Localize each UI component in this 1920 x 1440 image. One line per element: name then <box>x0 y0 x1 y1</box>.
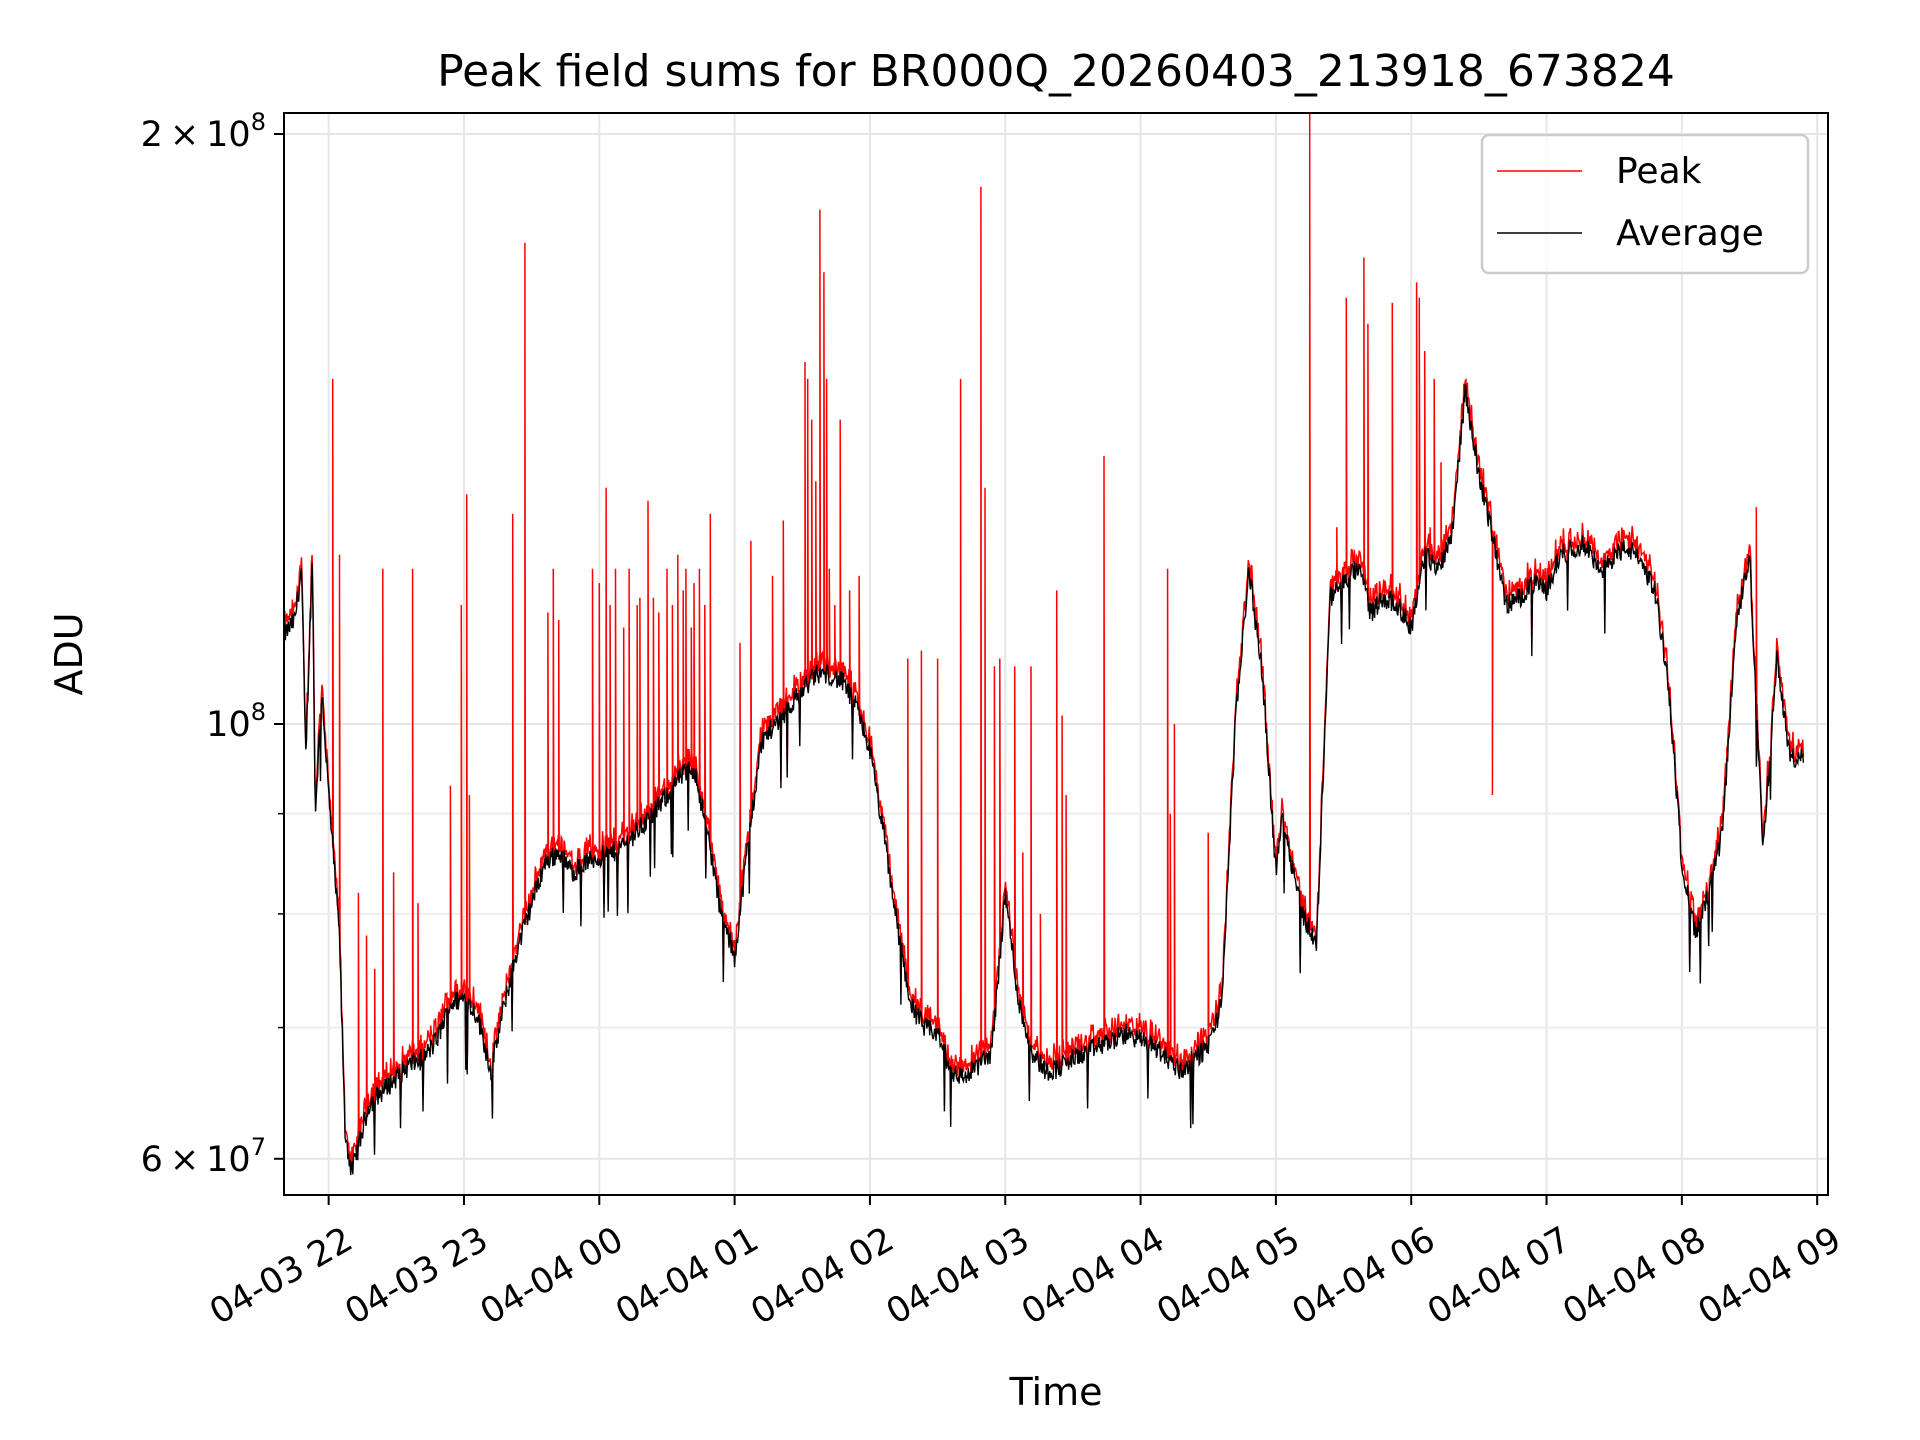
y-axis-label: ADU <box>47 612 91 695</box>
y-tick-label: 2 × 108 <box>141 108 266 155</box>
y-axis-ticks: 6 × 107 108 2 × 108 <box>141 108 284 1180</box>
legend: Peak Average <box>1480 133 1810 275</box>
average-series <box>284 383 1805 1176</box>
legend-average-label: Average <box>1616 213 1764 254</box>
chart-title: Peak field sums for BR000Q_20260403_2139… <box>437 46 1675 97</box>
grid-lines <box>284 113 1828 1195</box>
average-line <box>284 383 1805 1176</box>
legend-peak-label: Peak <box>1616 151 1702 192</box>
y-tick-label: 6 × 107 <box>141 1133 266 1180</box>
plot-frame <box>283 112 1829 1196</box>
x-axis-label: Time <box>1009 1370 1103 1414</box>
y-tick-label: 108 <box>206 698 266 745</box>
legend-box <box>1480 133 1810 275</box>
